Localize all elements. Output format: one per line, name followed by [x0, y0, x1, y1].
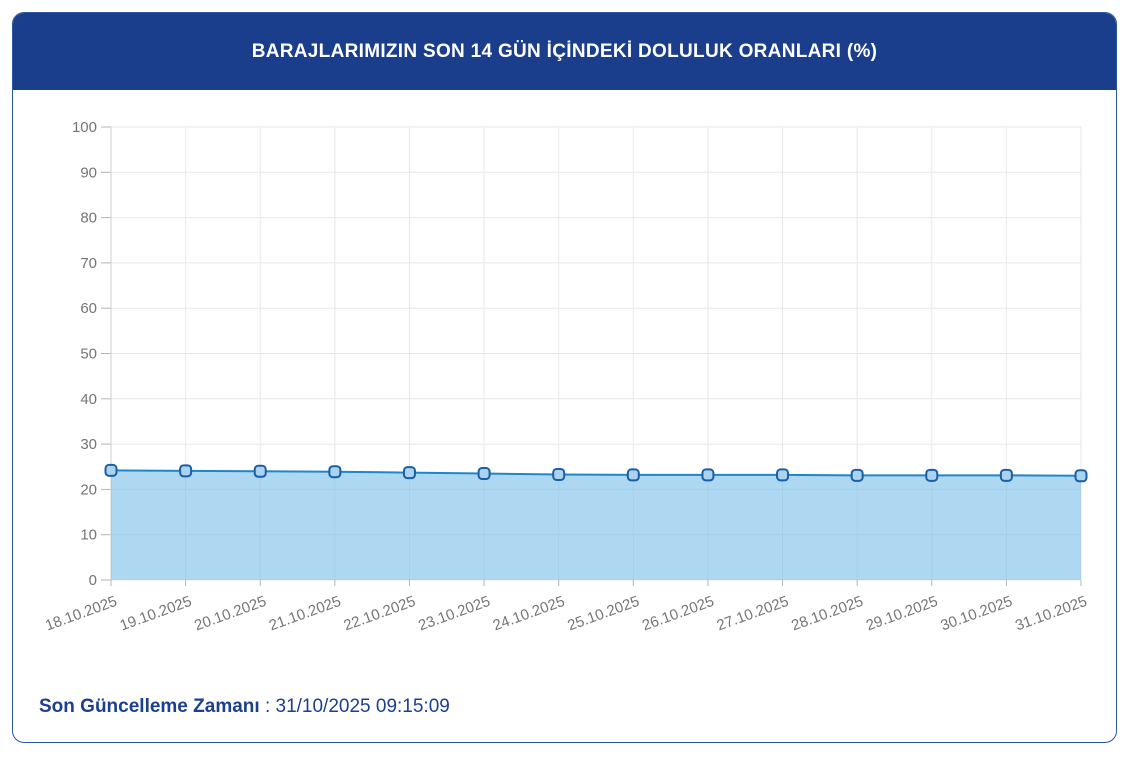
y-axis-label: 30 [80, 436, 97, 453]
dam-occupancy-card: BARAJLARIMIZIN SON 14 GÜN İÇİNDEKİ DOLUL… [12, 12, 1117, 743]
data-point[interactable] [776, 468, 790, 482]
data-point[interactable] [999, 468, 1013, 482]
y-axis-label: 60 [80, 300, 97, 317]
data-point[interactable] [104, 463, 118, 477]
y-axis-label: 50 [80, 346, 97, 363]
data-point[interactable] [328, 465, 342, 479]
data-point[interactable] [1074, 469, 1088, 483]
x-axis-label: 30.10.2025 [938, 593, 1014, 635]
y-axis-label: 20 [80, 481, 97, 498]
data-point[interactable] [253, 464, 267, 478]
chart-area: 0 10 20 30 40 50 60 70 80 90 100 18.10.2025 19.10.20… [13, 90, 1116, 680]
last-update-separator: : [259, 696, 276, 717]
y-axis-label: 100 [72, 119, 97, 136]
series-area [111, 470, 1081, 580]
x-axis-label: 28.10.2025 [789, 593, 865, 635]
data-point[interactable] [402, 466, 416, 480]
y-axis-label: 0 [89, 572, 97, 589]
x-axis-label: 18.10.2025 [43, 593, 119, 635]
x-axis-label: 23.10.2025 [416, 593, 492, 635]
y-axis-label: 70 [80, 255, 97, 272]
x-axis-label: 25.10.2025 [565, 593, 641, 635]
series-line [110, 469, 1082, 477]
chart-title-bar: BARAJLARIMIZIN SON 14 GÜN İÇİNDEKİ DOLUL… [13, 13, 1116, 90]
x-axis-label: 22.10.2025 [341, 593, 417, 635]
data-point[interactable] [701, 468, 715, 482]
y-axis-label: 40 [80, 391, 97, 408]
data-point[interactable] [626, 468, 640, 482]
last-update-label: Son Güncelleme Zamanı [39, 696, 260, 717]
chart-title: BARAJLARIMIZIN SON 14 GÜN İÇİNDEKİ DOLUL… [251, 40, 878, 62]
last-update: Son Güncelleme Zamanı : 31/10/2025 09:15… [13, 680, 1116, 740]
x-axis-label: 29.10.2025 [864, 593, 940, 635]
x-axis-label: 21.10.2025 [267, 593, 343, 635]
x-axis-label: 26.10.2025 [640, 593, 716, 635]
x-axis-label: 31.10.2025 [1013, 593, 1089, 635]
x-axis-label: 20.10.2025 [192, 593, 268, 635]
x-axis-label: 24.10.2025 [491, 593, 567, 635]
x-axis-label: 19.10.2025 [118, 593, 194, 635]
y-axis-label: 80 [80, 210, 97, 227]
x-axis-label: 27.10.2025 [715, 593, 791, 635]
y-axis-label: 90 [80, 164, 97, 181]
data-point[interactable] [179, 464, 193, 478]
data-point[interactable] [925, 468, 939, 482]
data-point[interactable] [477, 467, 491, 481]
data-point[interactable] [850, 468, 864, 482]
area-chart[interactable]: 0 10 20 30 40 50 60 70 80 90 100 18.10.202519.10.20… [13, 90, 1116, 680]
data-point[interactable] [552, 467, 566, 481]
y-axis-label: 10 [80, 527, 97, 544]
last-update-value: 31/10/2025 09:15:09 [275, 696, 450, 717]
